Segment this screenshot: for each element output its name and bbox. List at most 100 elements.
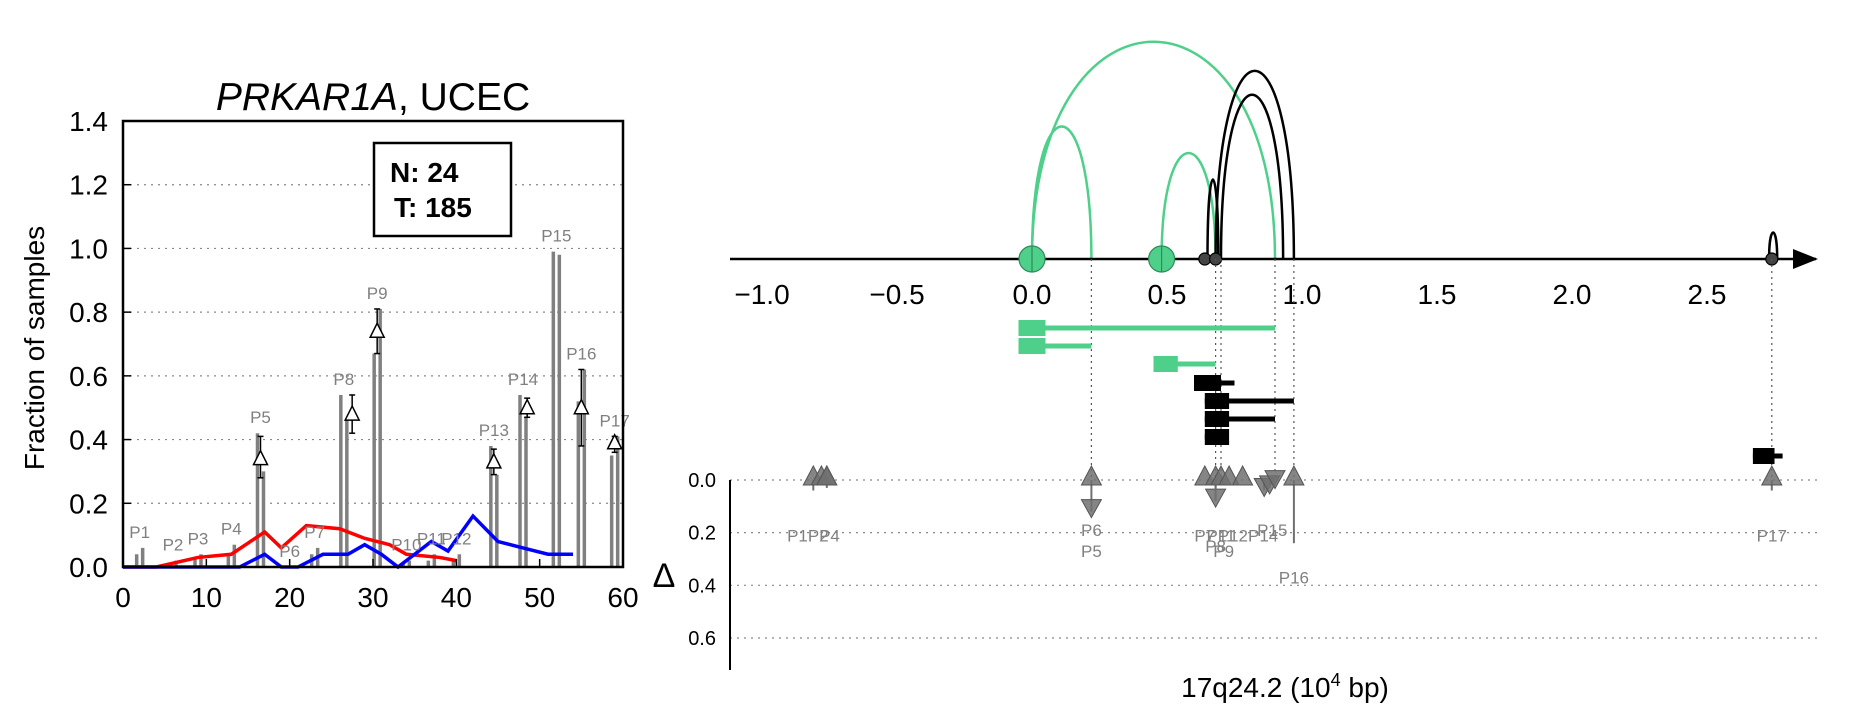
delta-marker-label: P7: [1194, 526, 1215, 545]
right-x-tick-label: 1.0: [1283, 279, 1322, 310]
left-bar-label: P13: [479, 421, 509, 440]
delta-tick-label: 0.0: [688, 470, 716, 492]
left-x-tick-label: 40: [441, 582, 472, 613]
left-y-tick-label: 0.6: [69, 361, 108, 392]
right-genome-axis: [730, 249, 1818, 269]
left-y-tick-label: 0.0: [69, 552, 108, 583]
left-x-tick-label: 20: [274, 582, 305, 613]
delta-marker-triangle: [815, 464, 838, 486]
delta-marker-triangle: [1080, 499, 1103, 519]
right-arc: [1160, 152, 1217, 260]
right-transcript-box: [1018, 338, 1046, 354]
right-transcript-box: [1204, 393, 1230, 409]
left-bar-label: P3: [188, 529, 209, 548]
right-x-tick-label: 0.5: [1148, 279, 1187, 310]
delta-gridlines: [730, 479, 1820, 639]
left-title-gene: PRKAR1A: [216, 76, 398, 119]
right-x-axis-label-exponent: 4: [1331, 670, 1341, 690]
left-series-lines: [123, 513, 573, 570]
left-series-line: [123, 523, 457, 569]
right-arc: [1030, 40, 1277, 260]
delta-marker-triangle: [1264, 470, 1286, 490]
left-bar-label: P10: [391, 536, 421, 555]
right-x-axis-label-unit: bp): [1341, 672, 1389, 703]
delta-marker-label: P11: [1207, 526, 1236, 545]
right-panel: −1.0 −0.5 0.0 0.5 1.0 1.5 2.0 2.5 0.00.20.40.6 …: [653, 40, 1820, 703]
delta-marker-triangle: [1218, 464, 1240, 486]
left-bar-label: P12: [441, 529, 471, 548]
left-delta-triangle: [606, 433, 623, 450]
left-y-tick-label: 1.4: [69, 106, 108, 137]
delta-marker-label: P12P14: [1218, 526, 1279, 545]
left-bar-label: P14: [508, 370, 538, 389]
left-bar-label: P7: [304, 523, 325, 542]
left-x-tick-label: 30: [357, 582, 388, 613]
right-x-tick-label: 1.5: [1418, 279, 1457, 310]
left-x-tick-label: 60: [607, 582, 638, 613]
left-y-tick-label: 0.8: [69, 297, 108, 328]
right-x-tick-label: −0.5: [869, 279, 924, 310]
right-transcript-box: [1752, 448, 1775, 464]
left-y-tick-label: 0.4: [69, 425, 108, 456]
counts-box: N: 24 T: 185: [372, 141, 513, 238]
left-axis-ticks: 0.0 0.2 0.4 0.6 0.8 1.0 1.2 1.4 0 10 20 30 40 50 60: [69, 106, 639, 613]
right-arc-nodes: [1018, 245, 1779, 273]
left-delta-triangle: [573, 398, 590, 415]
left-delta-triangle: [518, 398, 536, 415]
right-transcript-box: [1204, 411, 1230, 427]
left-bar-label: P1: [129, 523, 150, 542]
delta-marker-triangle: [1231, 464, 1254, 486]
delta-marker-label: P5: [1081, 542, 1102, 561]
delta-markers: [802, 464, 1783, 544]
left-bar-label: P5: [250, 408, 271, 427]
delta-marker-triangle: [1760, 464, 1783, 486]
delta-marker-label: P17: [1757, 526, 1787, 545]
left-delta-triangle: [252, 449, 269, 466]
right-x-axis-label-main: 17q24.2 (10: [1181, 672, 1330, 703]
right-x-tick-label: 2.5: [1688, 279, 1727, 310]
normal-count: N: 24: [390, 157, 459, 188]
right-transcript-box: [1018, 320, 1046, 336]
right-x-tick-label: 0.0: [1013, 279, 1052, 310]
right-transcript-box: [1153, 356, 1178, 372]
right-arc: [1030, 125, 1093, 260]
left-panel: PRKAR1A, UCEC P1P2 P3P4P5P6P7P8P9P10P11P1…: [19, 76, 639, 613]
left-delta-triangle: [343, 404, 361, 421]
left-bar-label: P17: [600, 411, 630, 430]
left-delta-markers: [252, 308, 623, 479]
delta-marker-label: P1P2: [787, 526, 829, 545]
left-bar-label: P6: [279, 542, 300, 561]
right-arc: [1219, 93, 1285, 260]
left-bar-label: P2: [163, 536, 184, 555]
delta-marker-triangle: [1080, 464, 1103, 486]
left-series-line: [123, 513, 573, 570]
left-x-tick-label: 50: [524, 582, 555, 613]
left-bar-label: P8: [333, 370, 354, 389]
left-title: PRKAR1A, UCEC: [216, 76, 530, 119]
delta-tick-label: 0.4: [688, 575, 716, 597]
left-x-tick-label: 0: [115, 582, 131, 613]
delta-marker-label: P9: [1213, 542, 1234, 561]
delta-marker-label: P16: [1279, 568, 1309, 587]
left-title-rest: , UCEC: [398, 76, 530, 119]
delta-marker-label: P4: [819, 526, 840, 545]
right-transcript-box: [1194, 375, 1221, 391]
left-x-tick-label: 10: [191, 582, 222, 613]
delta-marker-label: P15: [1257, 521, 1287, 540]
left-delta-triangle: [485, 452, 503, 469]
right-arc: [1767, 231, 1779, 260]
delta-tick-label: 0.2: [688, 523, 716, 545]
right-arc: [1206, 178, 1220, 260]
left-bar-label: P4: [221, 520, 242, 539]
right-arcs: [1030, 40, 1779, 260]
left-bar-label: P9: [367, 284, 388, 303]
right-transcripts: [1018, 320, 1783, 464]
genome-axis-arrowhead: [1793, 249, 1818, 269]
left-y-tick-label: 1.2: [69, 170, 108, 201]
left-bar-label: P11: [417, 529, 446, 548]
right-x-tick-label: −1.0: [734, 279, 789, 310]
delta-tick-labels: 0.0 0.2 0.4 0.6: [688, 470, 716, 650]
